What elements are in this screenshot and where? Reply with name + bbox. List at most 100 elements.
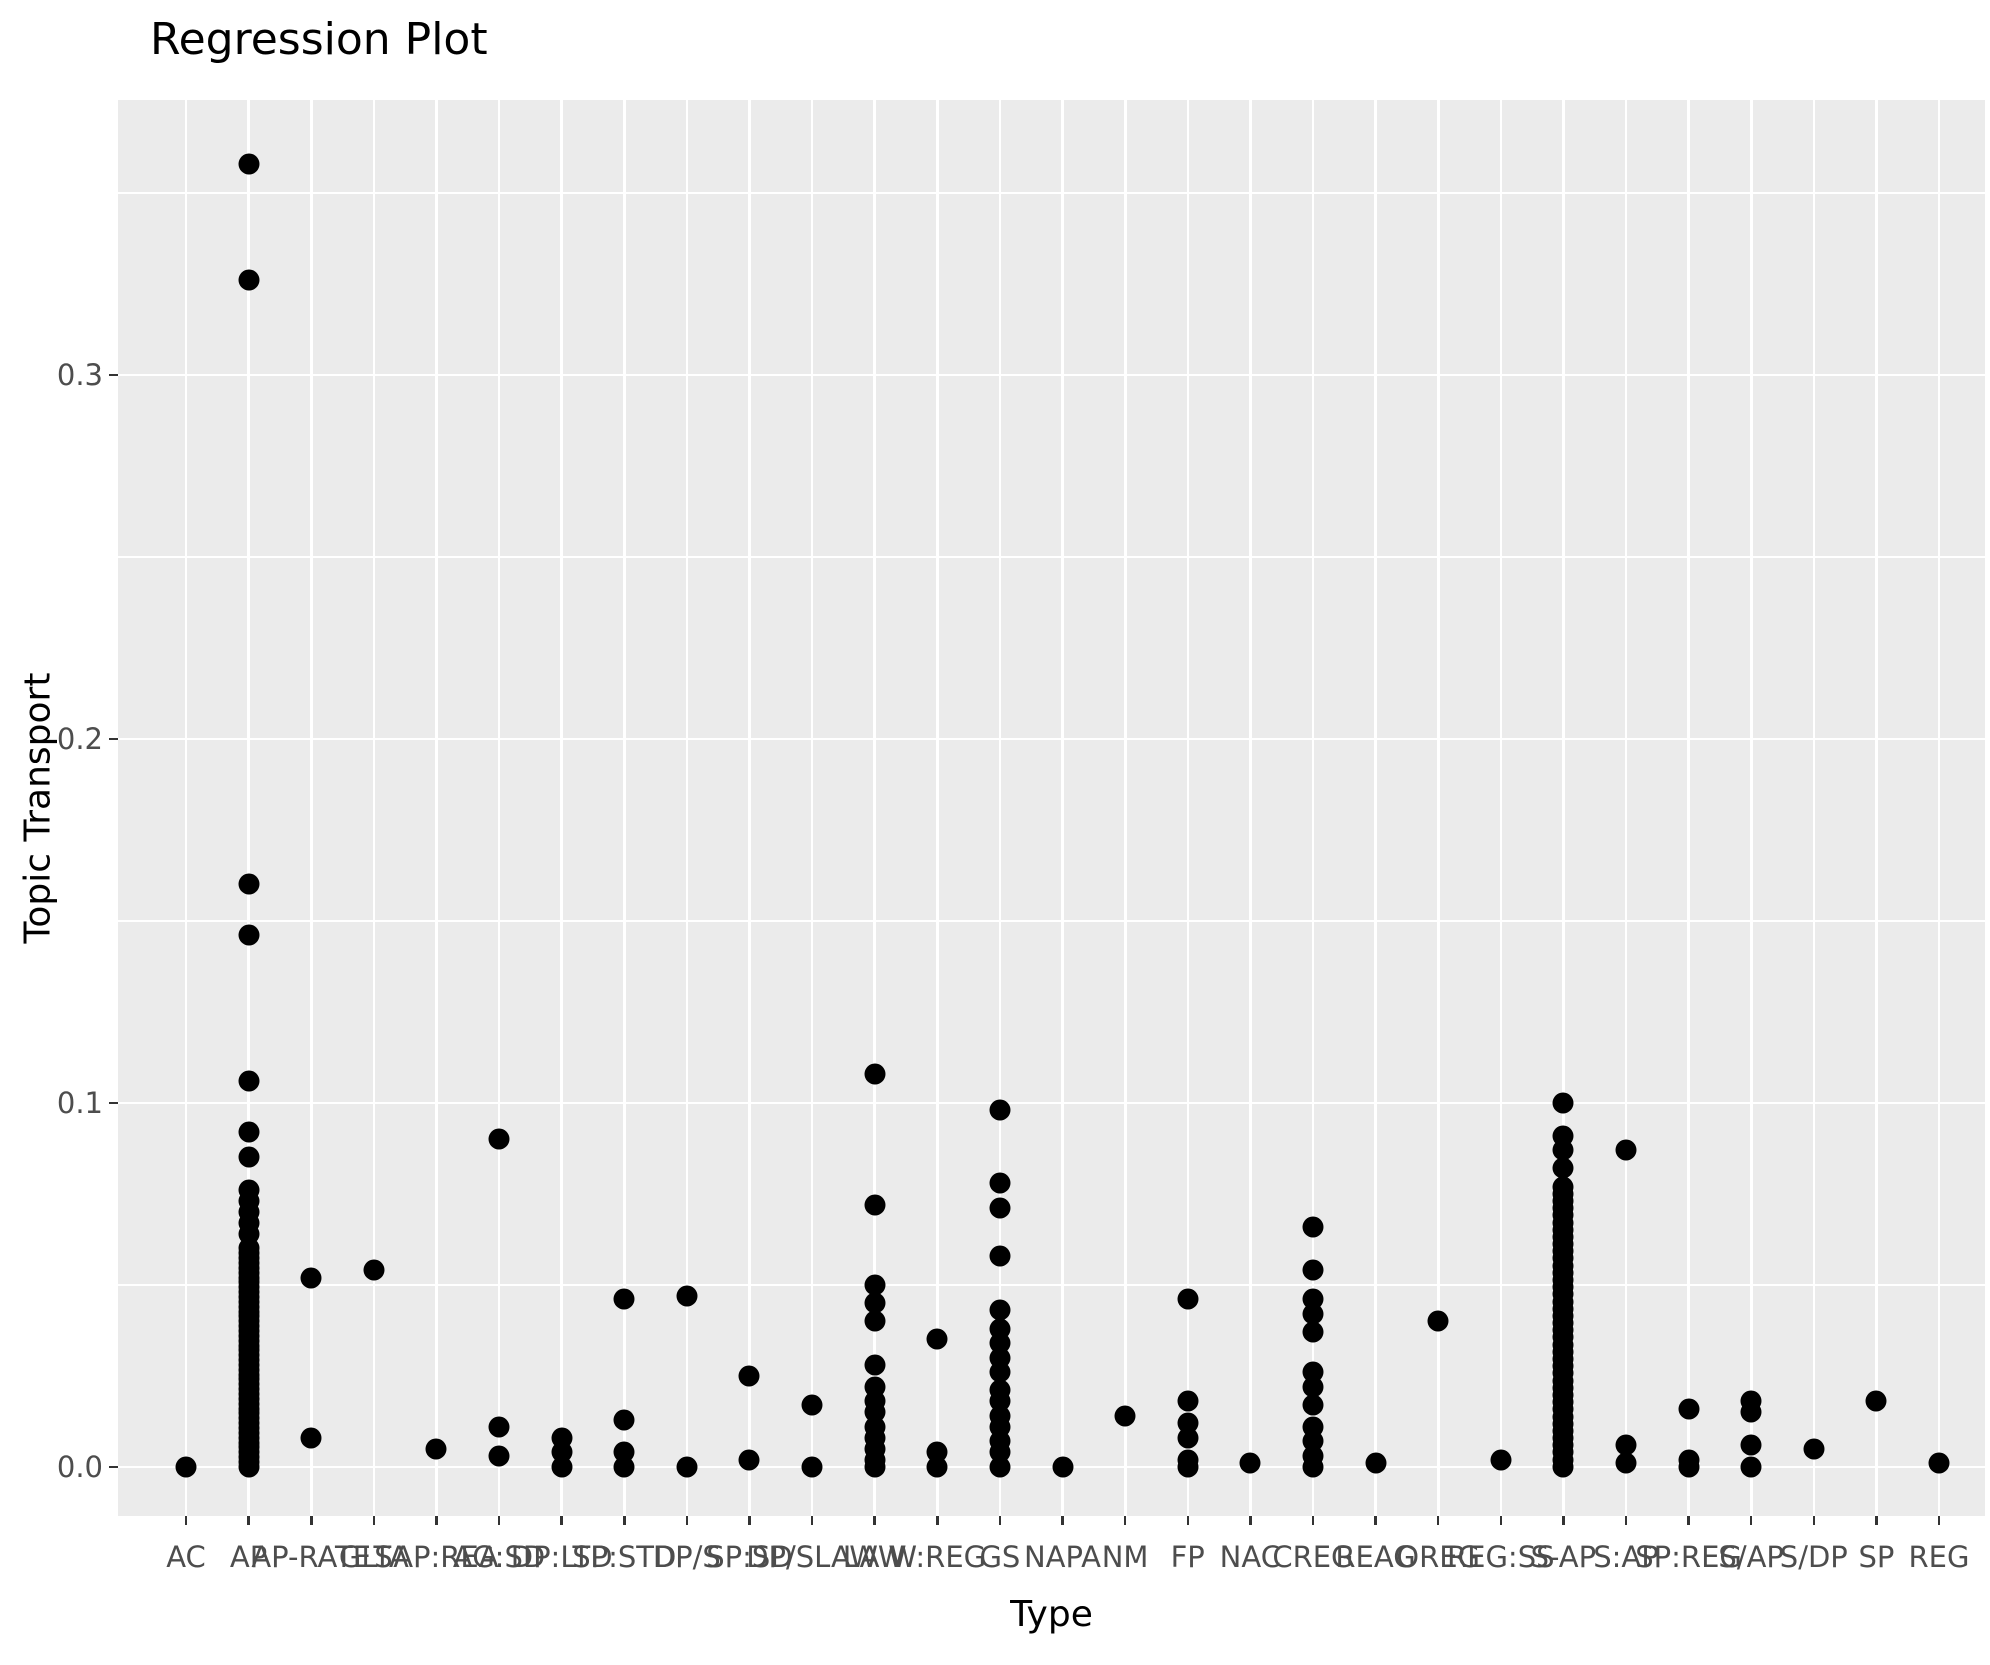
data-point xyxy=(1552,1176,1574,1198)
data-point xyxy=(238,1237,260,1259)
major-gridline-vertical xyxy=(560,100,564,1516)
x-tick-mark xyxy=(310,1516,313,1525)
data-point xyxy=(1928,1452,1950,1474)
x-tick-label: REG xyxy=(1908,1540,1970,1574)
minor-gridline-horizontal xyxy=(118,920,1985,922)
data-point xyxy=(676,1285,698,1307)
x-tick-label: NAC xyxy=(1219,1540,1281,1574)
x-tick-mark xyxy=(748,1516,751,1525)
major-gridline-vertical xyxy=(1562,100,1565,1516)
major-gridline-vertical xyxy=(1123,100,1127,1516)
data-point xyxy=(989,1456,1011,1478)
data-point xyxy=(1177,1288,1199,1310)
data-point xyxy=(1239,1452,1261,1474)
data-point xyxy=(1740,1401,1762,1423)
x-tick-mark xyxy=(685,1516,689,1525)
x-tick-mark xyxy=(1311,1516,1315,1525)
data-point xyxy=(864,1292,886,1314)
data-point xyxy=(989,1299,1011,1321)
y-tick-mark xyxy=(109,373,118,377)
x-tick-label: CREG xyxy=(1272,1540,1354,1574)
data-point xyxy=(363,1259,385,1281)
data-point xyxy=(1114,1405,1136,1427)
major-gridline-vertical xyxy=(873,100,877,1516)
x-tick-mark xyxy=(1061,1516,1064,1525)
data-point xyxy=(864,1194,886,1216)
data-point xyxy=(1740,1456,1762,1478)
data-point xyxy=(1302,1456,1324,1478)
x-tick-label: FP xyxy=(1170,1540,1205,1574)
data-point xyxy=(864,1456,886,1478)
y-tick-label: 0.1 xyxy=(56,1085,103,1120)
data-point xyxy=(488,1416,510,1438)
data-point xyxy=(1052,1456,1073,1478)
x-tick-mark xyxy=(372,1516,376,1525)
data-point xyxy=(238,1146,260,1168)
data-point xyxy=(238,153,260,175)
x-tick-mark xyxy=(1436,1516,1440,1525)
data-point xyxy=(1490,1449,1512,1471)
major-gridline-vertical xyxy=(1687,100,1690,1516)
x-tick-label: AP xyxy=(229,1540,268,1574)
major-gridline-vertical xyxy=(1186,100,1190,1516)
x-tick-mark xyxy=(1249,1516,1252,1525)
data-point xyxy=(1302,1376,1324,1398)
plot-panel xyxy=(118,100,1985,1516)
y-tick-mark xyxy=(109,1101,118,1105)
data-point xyxy=(1552,1157,1574,1179)
x-tick-mark xyxy=(1499,1516,1503,1525)
data-point xyxy=(300,1427,322,1449)
x-tick-mark xyxy=(1875,1516,1878,1525)
y-axis-title: Topic Transport xyxy=(17,672,59,944)
major-gridline-vertical xyxy=(936,100,939,1516)
x-tick-label: SP:REG xyxy=(1635,1540,1742,1574)
data-point xyxy=(238,269,260,291)
data-point xyxy=(801,1394,823,1416)
major-gridline-vertical xyxy=(1937,100,1941,1516)
major-gridline-vertical xyxy=(1499,100,1503,1516)
x-tick-mark xyxy=(1562,1516,1565,1525)
minor-gridline-horizontal xyxy=(118,556,1985,558)
data-point xyxy=(238,1070,260,1092)
x-tick-label: W:REG xyxy=(888,1540,987,1574)
plot-title: Regression Plot xyxy=(150,14,488,65)
x-tick-mark xyxy=(435,1516,438,1525)
major-gridline-vertical xyxy=(810,100,814,1516)
y-tick-mark xyxy=(109,737,118,741)
x-tick-mark xyxy=(497,1516,501,1525)
data-point xyxy=(1302,1216,1324,1238)
x-tick-label: GS xyxy=(979,1540,1021,1574)
x-tick-label: S/AP xyxy=(1718,1540,1784,1574)
x-tick-label: OREG xyxy=(1396,1540,1481,1574)
x-tick-mark xyxy=(1812,1516,1816,1525)
x-tick-label: S/DP xyxy=(1779,1540,1848,1574)
major-gridline-vertical xyxy=(1061,100,1064,1516)
data-point xyxy=(1552,1092,1574,1114)
major-gridline-vertical xyxy=(435,100,438,1516)
x-tick-label: SAP:REA xyxy=(374,1540,499,1574)
data-point xyxy=(926,1456,948,1478)
data-point xyxy=(676,1456,698,1478)
data-point xyxy=(989,1361,1011,1383)
major-gridline-vertical xyxy=(1749,100,1753,1516)
data-point xyxy=(1678,1456,1700,1478)
x-tick-label: NAPA xyxy=(1023,1540,1102,1574)
x-tick-mark xyxy=(184,1516,188,1525)
major-gridline-vertical xyxy=(998,100,1002,1516)
data-point xyxy=(1365,1452,1387,1474)
x-tick-label: SP xyxy=(1858,1540,1895,1574)
data-point xyxy=(1177,1456,1199,1478)
data-point xyxy=(425,1438,447,1460)
major-gridline-vertical xyxy=(1436,100,1440,1516)
data-point xyxy=(926,1328,948,1350)
x-tick-mark xyxy=(1123,1516,1127,1525)
major-gridline-vertical xyxy=(1374,100,1377,1516)
data-point xyxy=(989,1099,1011,1121)
x-tick-mark xyxy=(560,1516,563,1525)
x-tick-label: GLTA xyxy=(338,1540,409,1574)
data-point xyxy=(864,1274,886,1296)
data-point xyxy=(1865,1390,1887,1412)
data-point xyxy=(175,1456,197,1478)
minor-gridline-horizontal xyxy=(118,192,1985,194)
